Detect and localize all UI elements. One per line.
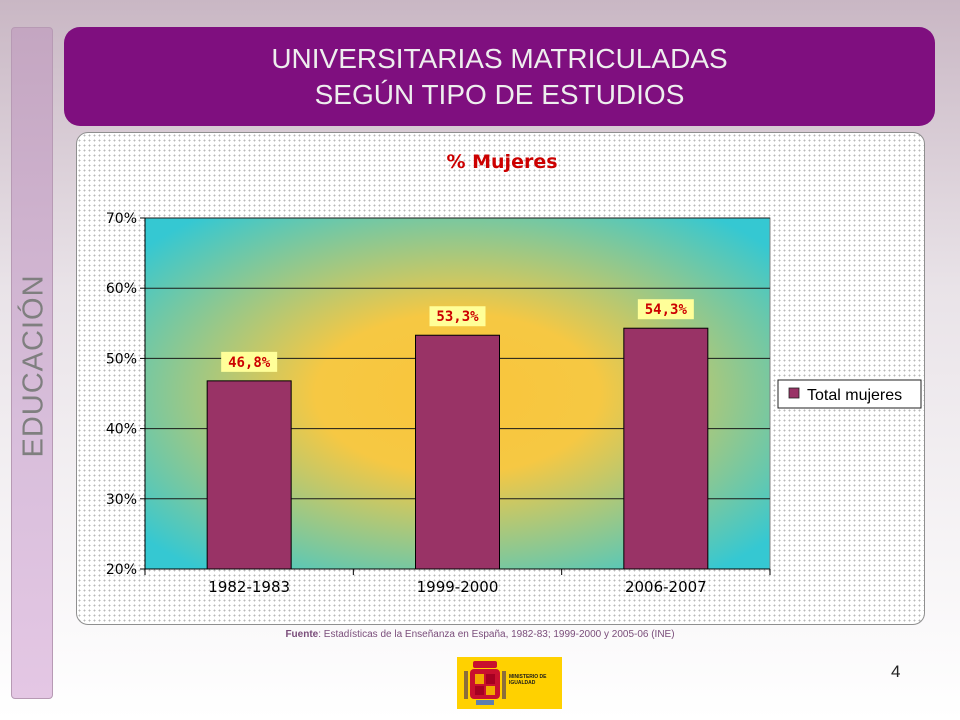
legend-swatch [788, 387, 800, 399]
page-number: 4 [891, 662, 901, 681]
legend: Total mujeres [777, 379, 922, 409]
data-label: 54,3% [645, 302, 688, 318]
data-label: 53,3% [436, 309, 479, 325]
y-tick-label: 20% [106, 562, 137, 578]
chart-title: % Mujeres [446, 151, 557, 173]
chart-frame: % Mujeres 46,8% 53,3% 54,3% 20% 30% 40% 50% 60… [76, 132, 925, 625]
logo-text: MINISTERIO DE IGUALDAD [509, 674, 547, 686]
y-tick-label: 70% [106, 211, 137, 227]
coat-of-arms-icon [464, 661, 506, 705]
side-label: EDUCACIÓN [17, 274, 50, 458]
data-label-bg [429, 306, 486, 327]
legend-label: Total mujeres [807, 387, 902, 404]
bar [415, 334, 500, 570]
data-label: 46,8% [228, 355, 271, 371]
source-note: Fuente: Estadísticas de la Enseñanza en … [0, 629, 960, 640]
source-text: : Estadísticas de la Enseñanza en España… [318, 629, 675, 640]
x-tick-label: 1999-2000 [417, 578, 499, 596]
bar-chart: % Mujeres 46,8% 53,3% 54,3% 20% 30% 40% 50% 60… [106, 151, 922, 596]
bar [206, 380, 292, 570]
source-label: Fuente [285, 629, 319, 640]
title-box: UNIVERSITARIAS MATRICULADAS SEGÚN TIPO D… [64, 27, 935, 126]
data-label-bg [221, 351, 278, 372]
title-line-2: SEGÚN TIPO DE ESTUDIOS [314, 78, 685, 110]
side-bar [11, 27, 53, 699]
y-tick-label: 60% [106, 281, 137, 297]
title-line-1: UNIVERSITARIAS MATRICULADAS [271, 42, 728, 74]
y-tick-label: 40% [106, 422, 137, 438]
x-tick-label: 2006-2007 [625, 578, 707, 596]
bar [623, 327, 709, 570]
x-tick-label: 1982-1983 [208, 578, 290, 596]
y-tick-label: 30% [106, 492, 137, 508]
data-label-bg [637, 299, 694, 320]
ministry-logo: MINISTERIO DE IGUALDAD [457, 657, 562, 709]
y-tick-label: 50% [106, 351, 137, 367]
